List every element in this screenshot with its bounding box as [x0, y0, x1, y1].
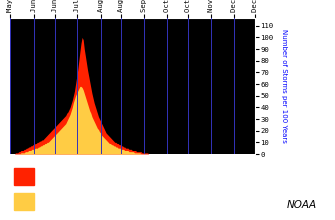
Text: NOAA: NOAA	[286, 200, 317, 210]
Bar	[14, 192, 34, 210]
Text: Hurricanes: Hurricanes	[40, 197, 83, 206]
Text: Hurricanes and Tropical Storms: Hurricanes and Tropical Storms	[40, 172, 166, 181]
Y-axis label: Number of Storms per 100 Years: Number of Storms per 100 Years	[281, 29, 287, 143]
Bar	[14, 168, 34, 185]
